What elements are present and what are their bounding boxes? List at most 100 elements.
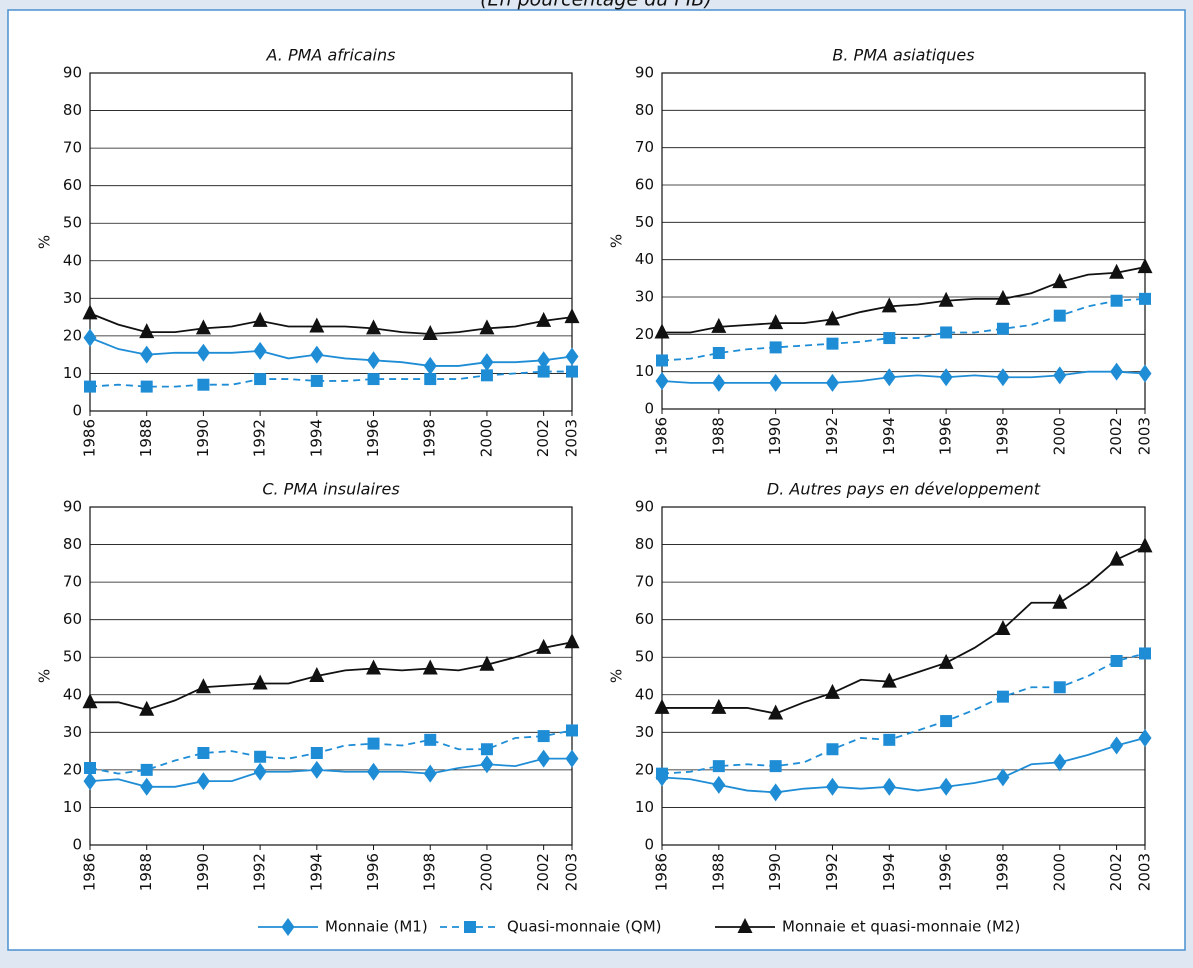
marker (656, 767, 668, 780)
marker (197, 378, 210, 391)
x-tick-label: 1990 (766, 417, 784, 455)
marker (536, 311, 552, 327)
marker (1052, 273, 1068, 289)
marker (84, 762, 96, 775)
page-title: (En pourcentage du PIB) (480, 0, 712, 11)
marker (367, 737, 380, 750)
marker (254, 750, 267, 763)
marker (366, 659, 382, 675)
marker (882, 777, 896, 796)
plot-frame (89, 506, 573, 846)
marker (1109, 550, 1125, 566)
legend-label: Monnaie et quasi-monnaie (M2) (782, 918, 1020, 936)
marker (768, 314, 784, 330)
x-tick-label: 1988 (709, 853, 727, 891)
y-tick-label: 0 (72, 402, 82, 420)
series-line (661, 297, 1146, 362)
y-axis-label: % (608, 669, 626, 683)
marker (1052, 593, 1068, 609)
x-tick-label: 2003 (1136, 853, 1154, 891)
marker (480, 353, 494, 372)
x-tick-label: 1994 (307, 853, 325, 891)
x-tick-label: 1990 (766, 853, 784, 891)
marker (826, 337, 839, 350)
marker (769, 760, 782, 773)
x-tick-label: 2002 (1107, 417, 1125, 455)
y-tick-label: 60 (63, 610, 82, 628)
marker (309, 317, 325, 333)
x-tick-label: 1996 (364, 853, 382, 891)
marker (83, 328, 97, 347)
marker (768, 704, 784, 720)
x-tick-label: 1996 (937, 853, 955, 891)
marker (825, 373, 839, 392)
y-tick-label: 60 (63, 176, 82, 194)
y-tick-label: 40 (63, 251, 82, 269)
x-tick-label: 1992 (251, 419, 269, 457)
marker (422, 325, 438, 341)
x-tick-label: 2002 (534, 419, 552, 457)
x-tick-label: 1986 (653, 853, 671, 891)
marker (480, 369, 493, 382)
marker (883, 332, 896, 345)
y-tick-label: 70 (63, 139, 82, 157)
marker (310, 345, 324, 364)
legend-marker (281, 918, 295, 936)
x-tick-label: 1992 (251, 853, 269, 891)
y-tick-label: 80 (635, 535, 654, 553)
marker (996, 322, 1009, 335)
marker (1053, 681, 1066, 694)
y-tick-label: 0 (644, 836, 654, 854)
marker (424, 373, 437, 386)
marker (195, 678, 211, 694)
x-tick-label: 1986 (81, 853, 99, 891)
legend-label: Quasi-monnaie (QM) (507, 918, 662, 936)
marker (824, 683, 840, 699)
y-tick-label: 70 (635, 573, 654, 591)
marker (1137, 258, 1153, 274)
marker (536, 638, 552, 654)
marker (712, 347, 725, 359)
y-tick-label: 50 (63, 214, 82, 232)
marker (1139, 647, 1151, 660)
y-tick-label: 50 (635, 213, 654, 231)
y-tick-label: 20 (63, 760, 82, 778)
marker (310, 374, 323, 387)
marker (1053, 309, 1066, 322)
x-tick-label: 1990 (194, 853, 212, 891)
marker (940, 715, 953, 728)
y-tick-label: 90 (63, 64, 82, 82)
marker (367, 373, 380, 386)
marker (656, 354, 668, 367)
marker (480, 755, 494, 774)
marker (825, 777, 839, 796)
y-tick-label: 50 (63, 648, 82, 666)
marker (310, 760, 324, 779)
panel-title: D. Autres pays en développement (767, 480, 1041, 499)
panel-title: B. PMA asiatiques (832, 46, 974, 65)
marker (479, 319, 495, 335)
marker (310, 746, 323, 759)
marker (253, 762, 267, 781)
x-tick-label: 1992 (823, 853, 841, 891)
y-tick-label: 60 (635, 176, 654, 194)
panel-title: A. PMA africains (266, 46, 396, 65)
marker (480, 743, 493, 756)
y-tick-label: 30 (63, 289, 82, 307)
y-tick-label: 0 (72, 836, 82, 854)
marker (566, 365, 578, 378)
marker (537, 365, 550, 378)
marker (939, 368, 953, 387)
x-tick-label: 2003 (1136, 417, 1154, 455)
plot-frame (89, 72, 573, 412)
marker (711, 698, 727, 714)
x-tick-label: 2003 (563, 419, 581, 457)
marker (195, 319, 211, 335)
marker (939, 777, 953, 796)
plot-frame (661, 72, 1146, 410)
marker (423, 356, 437, 375)
marker (367, 351, 381, 370)
y-axis-label: % (36, 235, 54, 249)
x-tick-label: 1996 (364, 419, 382, 457)
